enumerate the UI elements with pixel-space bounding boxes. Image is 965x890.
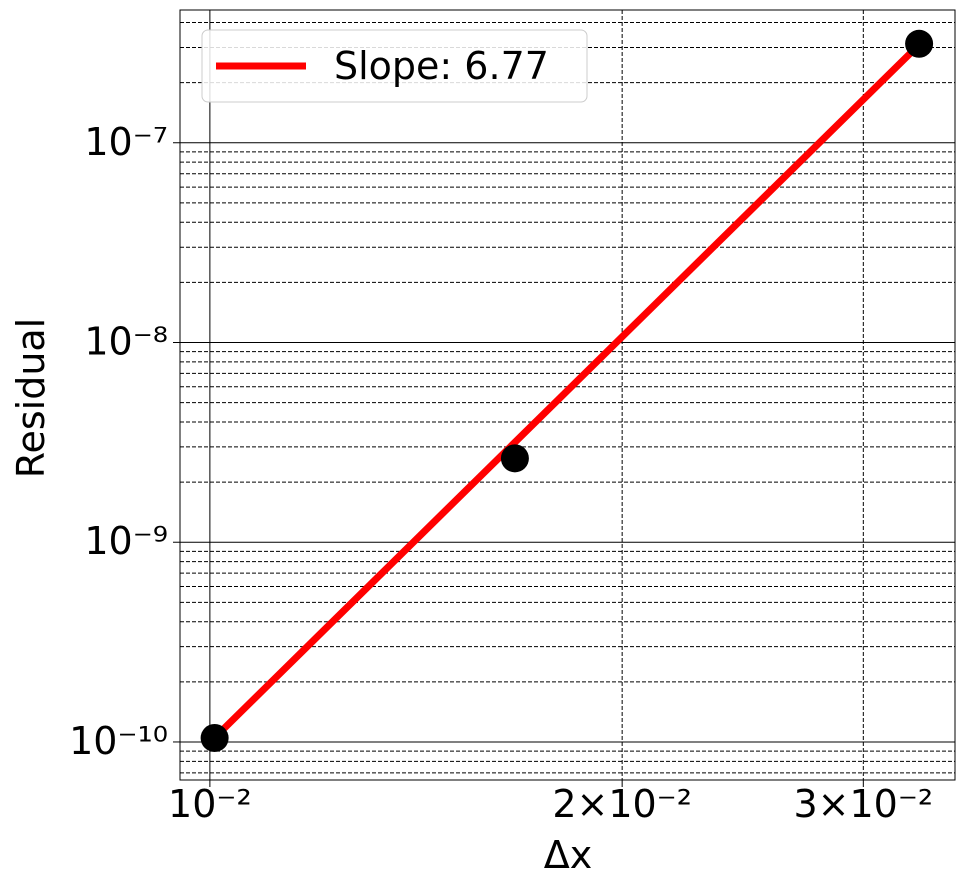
plot-frame [179,9,956,781]
y-tick-label: 10⁻⁷ [84,120,168,164]
x-tick-label: 2×10⁻² [552,782,692,826]
legend-box [201,29,588,103]
x-tick-label: 3×10⁻² [793,782,933,826]
data-point [905,29,934,58]
y-tick-label: 10⁻⁹ [84,519,168,563]
data-point [200,723,229,752]
fit-line [212,42,922,741]
y-tick-label: 10⁻¹⁰ [69,719,168,763]
legend-label: Slope: 6.77 [334,44,549,88]
y-tick-label: 10⁻⁸ [84,319,168,363]
data-point [500,444,529,473]
x-axis-label: Δx [544,833,592,877]
x-tick-label: 10⁻² [168,782,252,826]
y-axis-label: Residual [9,318,53,478]
